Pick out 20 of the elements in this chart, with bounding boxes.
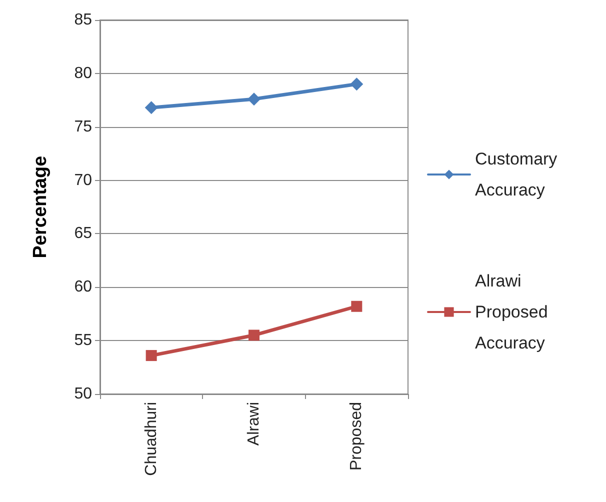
y-tick-label: 55 bbox=[74, 332, 92, 350]
x-tick-label: Alrawi bbox=[246, 402, 262, 446]
y-tick-label: 60 bbox=[74, 278, 92, 296]
y-tick-label: 80 bbox=[74, 64, 92, 82]
y-tick-label: 75 bbox=[74, 118, 92, 136]
point bbox=[248, 330, 260, 341]
legend-label: Alrawi Proposed Accuracy bbox=[475, 272, 552, 352]
point bbox=[146, 350, 157, 362]
y-tick-label: 70 bbox=[74, 172, 92, 189]
x-tick-label: Proposed bbox=[348, 402, 366, 470]
point bbox=[350, 78, 364, 91]
legend-label: Customary Accuracy bbox=[475, 150, 562, 200]
y-tick-label: 85 bbox=[74, 12, 92, 28]
y-tick-label: 65 bbox=[74, 225, 92, 242]
y-axis-title: Percentage bbox=[30, 156, 51, 258]
x-tick-label: Chuadhuri bbox=[142, 402, 160, 476]
point bbox=[248, 92, 260, 106]
y-tick-label: 50 bbox=[74, 386, 92, 402]
point bbox=[351, 300, 362, 312]
point bbox=[144, 101, 158, 114]
